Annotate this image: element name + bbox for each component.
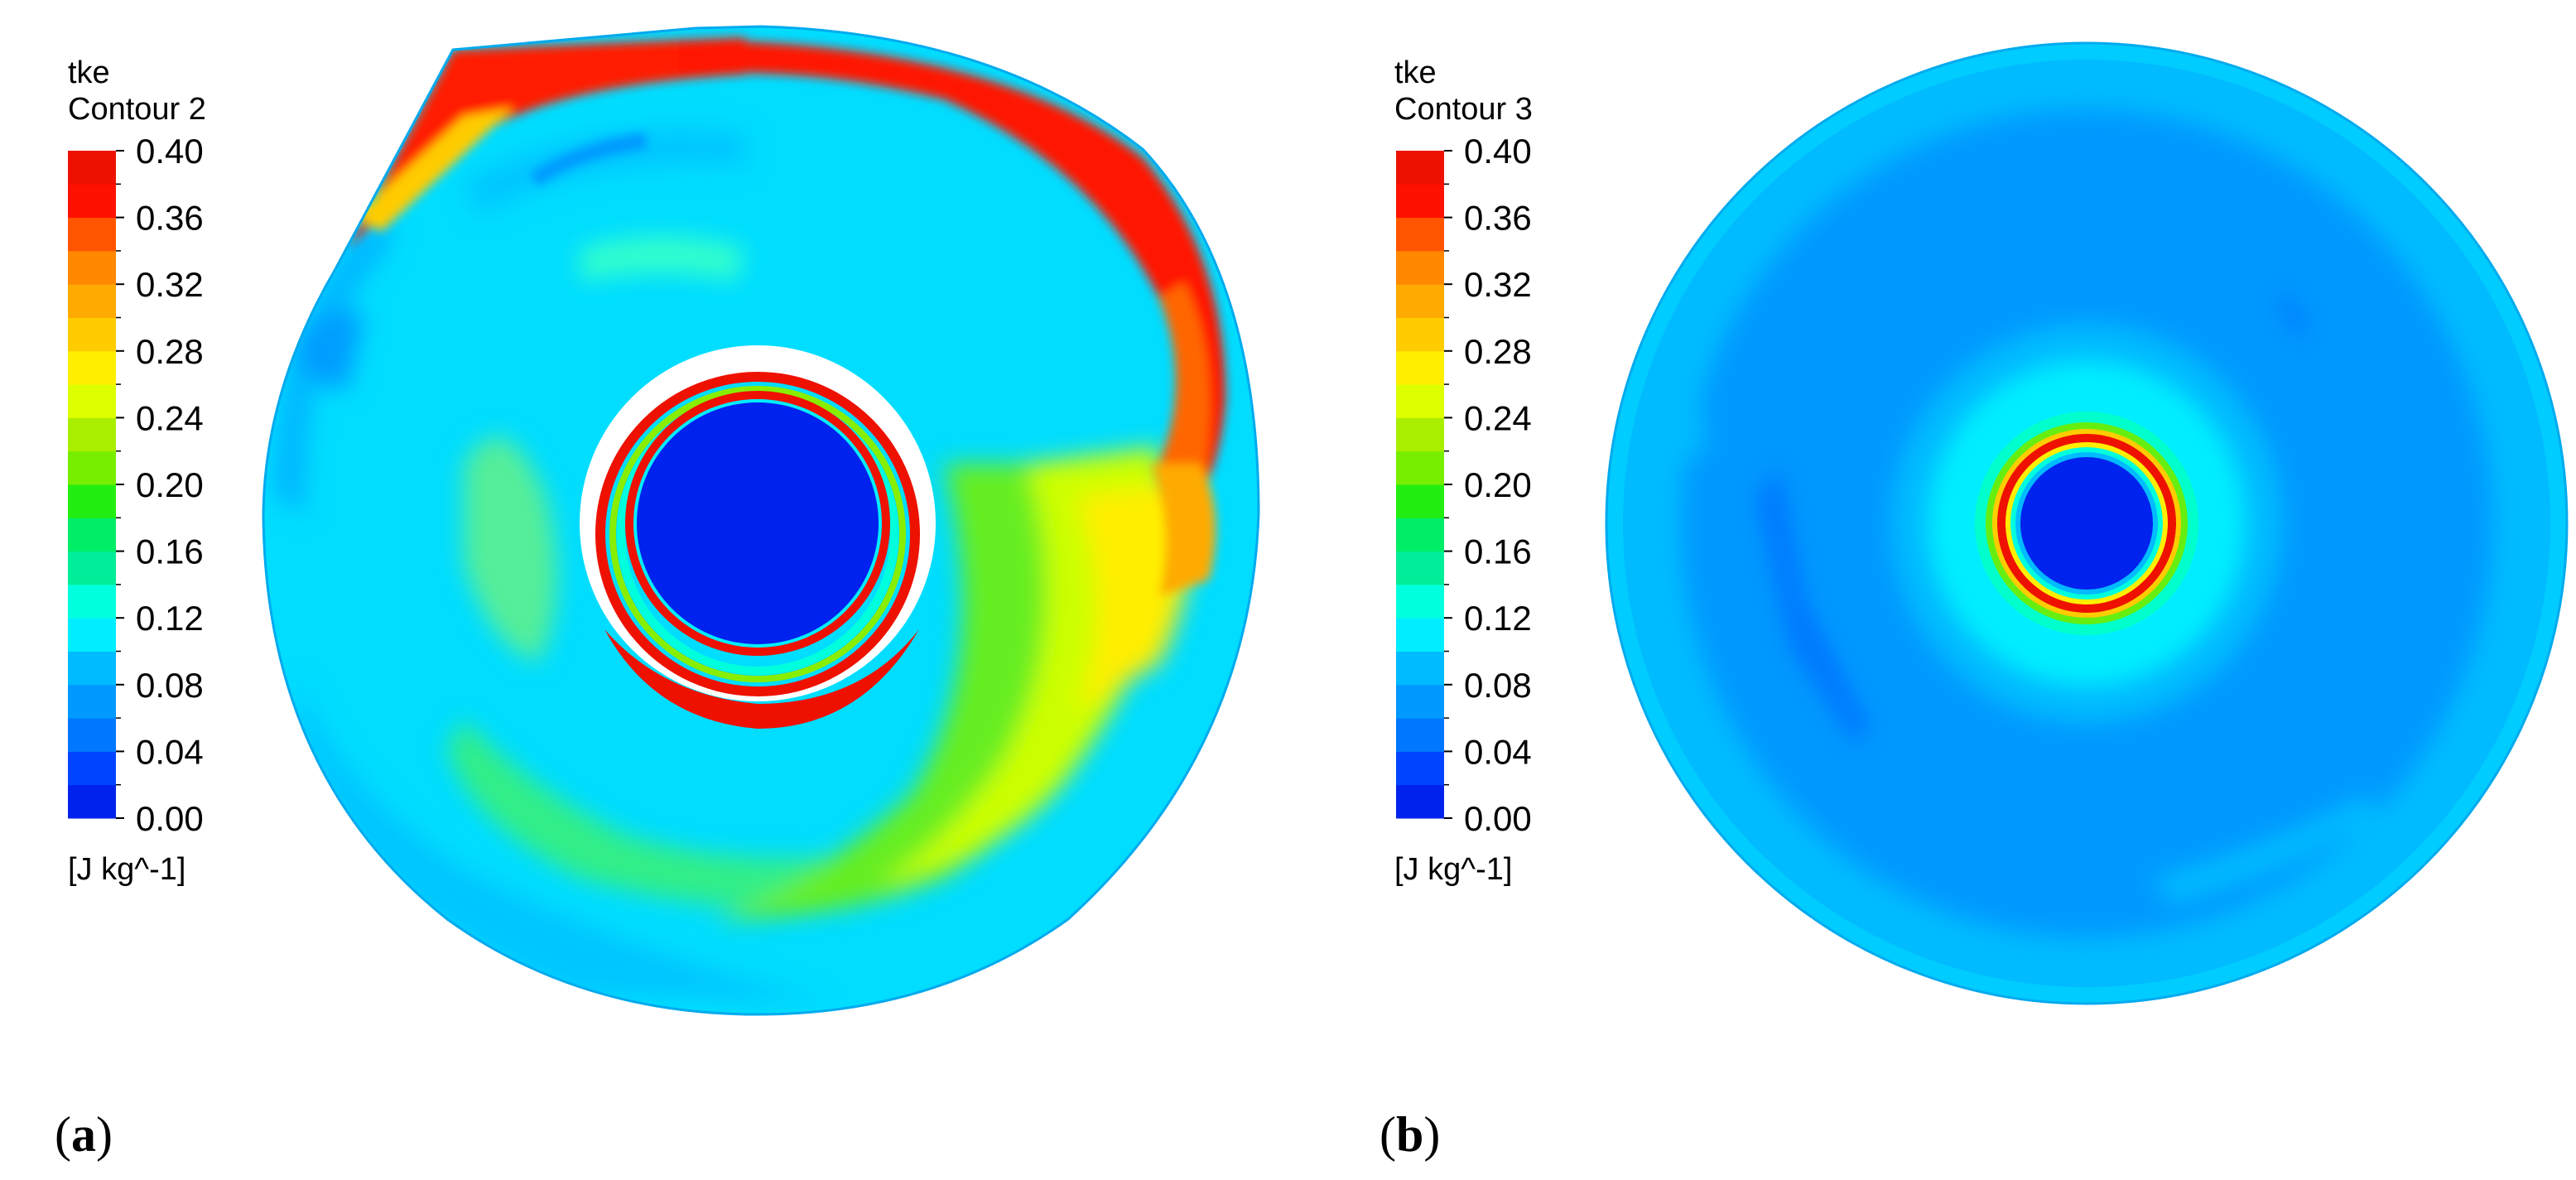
colorbar-segment (68, 518, 116, 552)
colorbar-tick-label: 0.00 (1464, 799, 1532, 838)
colorbar-tick-label: 0.20 (136, 465, 204, 504)
panel-label-b: (b) (1379, 1107, 1440, 1162)
colorbar-tick-label: 0.24 (136, 398, 204, 437)
colorbar-segment (68, 184, 116, 219)
colorbar-segment (68, 250, 116, 285)
legend-b-colorbar (1396, 151, 1444, 819)
colorbar-segment (68, 684, 116, 719)
colorbar-tick-label: 0.04 (1464, 732, 1532, 771)
colorbar-tick-label: 0.28 (136, 332, 204, 371)
colorbar-segment (68, 784, 116, 819)
colorbar-tick-label: 0.04 (136, 732, 204, 771)
colorbar-tick-label: 0.40 (1464, 132, 1532, 171)
colorbar-tick-label: 0.16 (136, 532, 204, 571)
colorbar-segment (68, 151, 116, 185)
colorbar-segment (1396, 217, 1444, 252)
colorbar-segment (1396, 651, 1444, 686)
colorbar-tick-label: 0.36 (136, 199, 204, 238)
legend-a-colorbar (68, 151, 116, 819)
colorbar-segment (68, 584, 116, 619)
colorbar-segment (68, 651, 116, 686)
colorbar-segment (68, 350, 116, 385)
legend-a-ticks: 0.40 0.36 0.32 0.28 0.24 0.20 0.16 0.12 0.08 0.04… (116, 132, 204, 838)
colorbar-tick-label: 0.12 (136, 599, 204, 638)
colorbar-segment (68, 718, 116, 752)
colorbar-segment (1396, 450, 1444, 485)
colorbar-segment (68, 551, 116, 585)
colorbar-tick-label: 0.20 (1464, 465, 1532, 504)
colorbar-segment (1396, 151, 1444, 185)
legend-a-variable: tke (68, 55, 110, 90)
colorbar-segment (1396, 751, 1444, 786)
colorbar-segment (1396, 350, 1444, 385)
contour-plot-b (1605, 41, 2569, 1005)
colorbar-segment (68, 618, 116, 652)
legend-b: tke Contour 3 0.400.360.320.280.240.200.… (1394, 55, 1533, 887)
colorbar-tick-label: 0.40 (136, 132, 204, 171)
colorbar-segment (68, 284, 116, 318)
colorbar-tick-label: 0.36 (1464, 199, 1532, 238)
legend-b-units: [J kg^-1] (1394, 852, 1512, 887)
colorbar-segment (1396, 317, 1444, 352)
legend-a-contour-name: Contour 2 (68, 92, 206, 127)
colorbar-segment (1396, 384, 1444, 418)
colorbar-segment (1396, 684, 1444, 719)
colorbar-segment (1396, 284, 1444, 318)
colorbar-tick-label: 0.32 (136, 265, 204, 304)
contour-plot-a (262, 25, 1260, 1016)
colorbar-tick-label: 0.28 (1464, 332, 1532, 371)
colorbar-segment (68, 384, 116, 418)
panel-label-a: (a) (55, 1107, 113, 1162)
colorbar-segment (68, 751, 116, 786)
legend-b-variable: tke (1394, 55, 1437, 90)
colorbar-segment (1396, 184, 1444, 219)
colorbar-segment (1396, 784, 1444, 819)
colorbar-segment (1396, 250, 1444, 285)
legend-a: tke Contour 2 0.400.360.320.280.240.200.… (68, 55, 206, 887)
colorbar-segment (1396, 584, 1444, 619)
colorbar-segment (1396, 551, 1444, 585)
colorbar-tick-label: 0.12 (1464, 599, 1532, 638)
colorbar-tick-label: 0.32 (1464, 265, 1532, 304)
colorbar-tick-label: 0.24 (1464, 398, 1532, 437)
legend-a-units: [J kg^-1] (68, 852, 185, 887)
colorbar-segment (68, 317, 116, 352)
colorbar-segment (1396, 417, 1444, 452)
colorbar-segment (68, 217, 116, 252)
colorbar-segment (1396, 484, 1444, 518)
colorbar-segment (68, 450, 116, 485)
colorbar-segment (68, 417, 116, 452)
colorbar-segment (68, 484, 116, 518)
colorbar-tick-label: 0.08 (1464, 666, 1532, 705)
colorbar-segment (1396, 618, 1444, 652)
colorbar-segment (1396, 518, 1444, 552)
colorbar-tick-label: 0.08 (136, 666, 204, 705)
colorbar-segment (1396, 718, 1444, 752)
colorbar-tick-label: 0.16 (1464, 532, 1532, 571)
legend-b-contour-name: Contour 3 (1394, 92, 1533, 127)
colorbar-tick-label: 0.00 (136, 799, 204, 838)
legend-b-ticks: 0.40 0.36 0.32 0.28 0.24 0.20 0.16 0.12 0.08 0.04… (1444, 132, 1532, 838)
